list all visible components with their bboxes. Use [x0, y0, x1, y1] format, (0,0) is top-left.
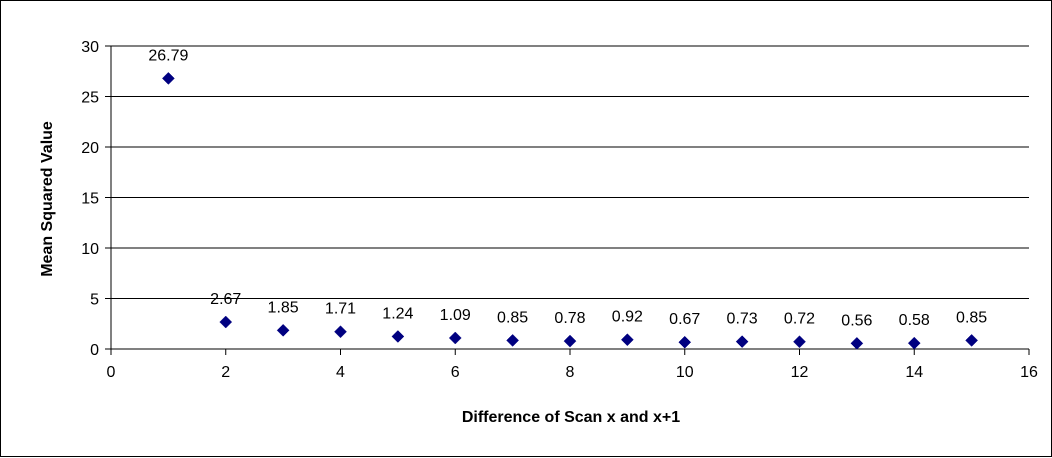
data-label: 0.78	[554, 310, 585, 327]
y-tick-label: 10	[81, 241, 99, 258]
x-tick-label: 8	[566, 364, 575, 381]
data-label: 1.09	[440, 307, 471, 324]
data-label: 26.79	[148, 47, 188, 64]
data-label: 0.72	[784, 311, 815, 328]
x-axis-title: Difference of Scan x and x+1	[462, 409, 680, 426]
data-point	[793, 335, 806, 349]
axes	[105, 45, 1030, 355]
data-label: 0.58	[899, 312, 930, 329]
x-tick-label: 16	[1020, 364, 1038, 381]
x-tick-label: 10	[676, 364, 694, 381]
data-label: 0.67	[669, 311, 700, 328]
data-point	[448, 331, 462, 345]
gridlines	[111, 45, 1029, 299]
data-point	[735, 335, 749, 348]
data-point	[276, 323, 290, 337]
tick-labels: 0 5 10 15 20 25 30 0 2 4 6 8 10 12 14 16	[81, 39, 1038, 381]
data-point	[907, 336, 921, 350]
data-point	[678, 335, 692, 349]
data-label: 0.85	[497, 309, 528, 326]
x-tick-label: 2	[221, 364, 230, 381]
data-label: 1.85	[268, 299, 299, 316]
data-point	[162, 72, 175, 85]
x-tick-label: 0	[107, 364, 116, 381]
data-points	[162, 72, 978, 350]
data-labels: 26.79 2.67 1.85 1.71 1.24 1.09 0.85 0.78 0.92 0.6…	[148, 47, 987, 329]
x-tick-label: 12	[791, 364, 809, 381]
y-tick-label: 5	[90, 292, 99, 309]
data-point	[850, 336, 864, 350]
y-tick-label: 0	[90, 342, 99, 359]
data-label: 1.71	[325, 301, 356, 318]
data-point	[506, 334, 519, 347]
x-tick-label: 6	[451, 364, 460, 381]
y-tick-label: 20	[81, 140, 99, 157]
x-tick-label: 14	[905, 364, 923, 381]
y-tick-label: 30	[81, 39, 99, 56]
data-label: 2.67	[210, 291, 241, 308]
data-label: 1.24	[382, 305, 413, 322]
data-point	[219, 315, 233, 329]
y-tick-label: 15	[81, 191, 99, 208]
data-point	[563, 334, 577, 348]
data-point	[965, 334, 978, 347]
data-label: 0.73	[727, 311, 758, 328]
y-axis-title: Mean Squared Value	[39, 121, 56, 277]
data-label: 0.85	[956, 309, 987, 326]
data-point	[334, 325, 347, 339]
data-label: 0.56	[841, 312, 872, 329]
data-point	[621, 333, 634, 347]
data-label: 0.92	[612, 309, 643, 326]
y-tick-label: 25	[81, 90, 99, 107]
data-point	[391, 330, 405, 343]
x-tick-label: 4	[336, 364, 345, 381]
